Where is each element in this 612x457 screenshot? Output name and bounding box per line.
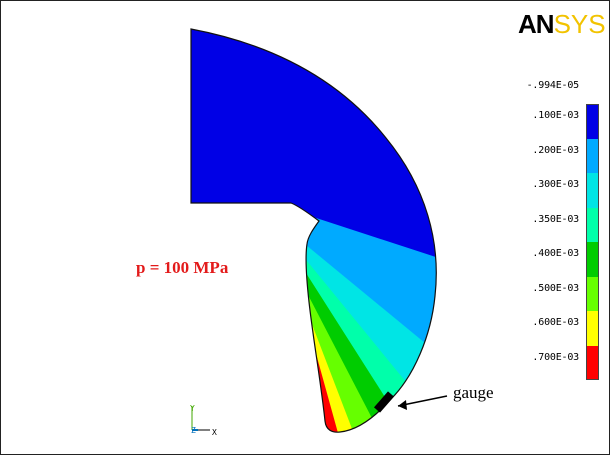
ansys-logo-primary: AN bbox=[518, 9, 555, 39]
legend-color-swatch bbox=[586, 104, 599, 139]
legend-item-label: .100E-03 bbox=[532, 110, 579, 121]
legend-item-label: .200E-03 bbox=[532, 144, 579, 156]
gauge-label: gauge bbox=[453, 383, 494, 402]
gauge-marker bbox=[373, 391, 395, 413]
notch-cutout bbox=[191, 203, 319, 244]
legend-item: .400E-03 bbox=[507, 242, 605, 277]
contour-bands bbox=[191, 29, 437, 433]
legend-item-label: .500E-03 bbox=[532, 282, 579, 294]
legend-color-swatch bbox=[586, 311, 599, 346]
legend-item-label: .350E-03 bbox=[532, 213, 579, 225]
pressure-label: p = 100 MPa bbox=[136, 258, 229, 277]
legend-color-swatch bbox=[586, 276, 599, 311]
legend-color-swatch bbox=[586, 138, 599, 173]
legend-item: .350E-03 bbox=[507, 207, 605, 242]
legend-item-label: .600E-03 bbox=[532, 317, 579, 328]
triad-y-label: Y bbox=[190, 404, 195, 413]
ansys-logo-secondary: SYS bbox=[553, 9, 606, 39]
legend-item: .200E-03 bbox=[507, 138, 605, 173]
legend-item: .700E-03 bbox=[507, 345, 605, 380]
ansys-logo: ANSYS bbox=[518, 10, 610, 38]
contour-legend: -.994E-05 .100E-03 .200E-03 .300E-03 .350E-… bbox=[507, 80, 605, 380]
band-red bbox=[191, 350, 338, 433]
legend-item-label: .400E-03 bbox=[532, 248, 579, 259]
legend-item: .300E-03 bbox=[507, 173, 605, 208]
legend-item: .100E-03 bbox=[507, 104, 605, 139]
legend-top-value: -.994E-05 bbox=[526, 80, 580, 91]
legend-color-swatch bbox=[586, 173, 599, 208]
legend-color-swatch bbox=[586, 207, 599, 242]
legend-item: .600E-03 bbox=[507, 311, 605, 346]
legend-item-label: .700E-03 bbox=[532, 351, 579, 363]
part-outline bbox=[190, 28, 437, 433]
legend-color-swatch bbox=[586, 242, 599, 277]
triad-x-label: X bbox=[212, 428, 217, 437]
legend-item: .500E-03 bbox=[507, 276, 605, 311]
legend-color-swatch bbox=[586, 345, 599, 380]
legend-item-label: .300E-03 bbox=[532, 179, 579, 190]
triad-z-label: Z bbox=[191, 426, 196, 435]
gauge-arrowhead bbox=[398, 400, 407, 410]
